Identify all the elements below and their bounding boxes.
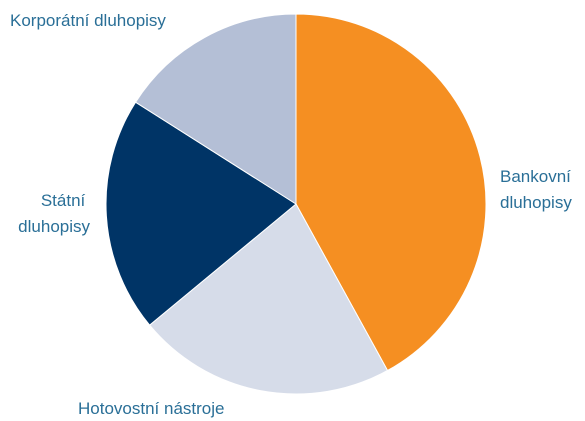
- label-bankovni-dluhopisy: Bankovní dluhopisy: [500, 167, 576, 212]
- label-statni-dluhopisy: Státní dluhopisy: [18, 191, 90, 236]
- slice-bankovni-dluhopisy: [295, 13, 487, 372]
- pie-slices: [105, 13, 487, 395]
- label-hotovostni-nastroje: Hotovostní nástroje: [78, 399, 224, 418]
- slice-statni-dluhopisy: [105, 101, 297, 326]
- label-korporatni-dluhopisy: Korporátní dluhopisy: [10, 11, 166, 30]
- slice-korporatni-dluhopisy: [134, 13, 297, 205]
- slice-hotovostni-nastroje: [148, 203, 389, 395]
